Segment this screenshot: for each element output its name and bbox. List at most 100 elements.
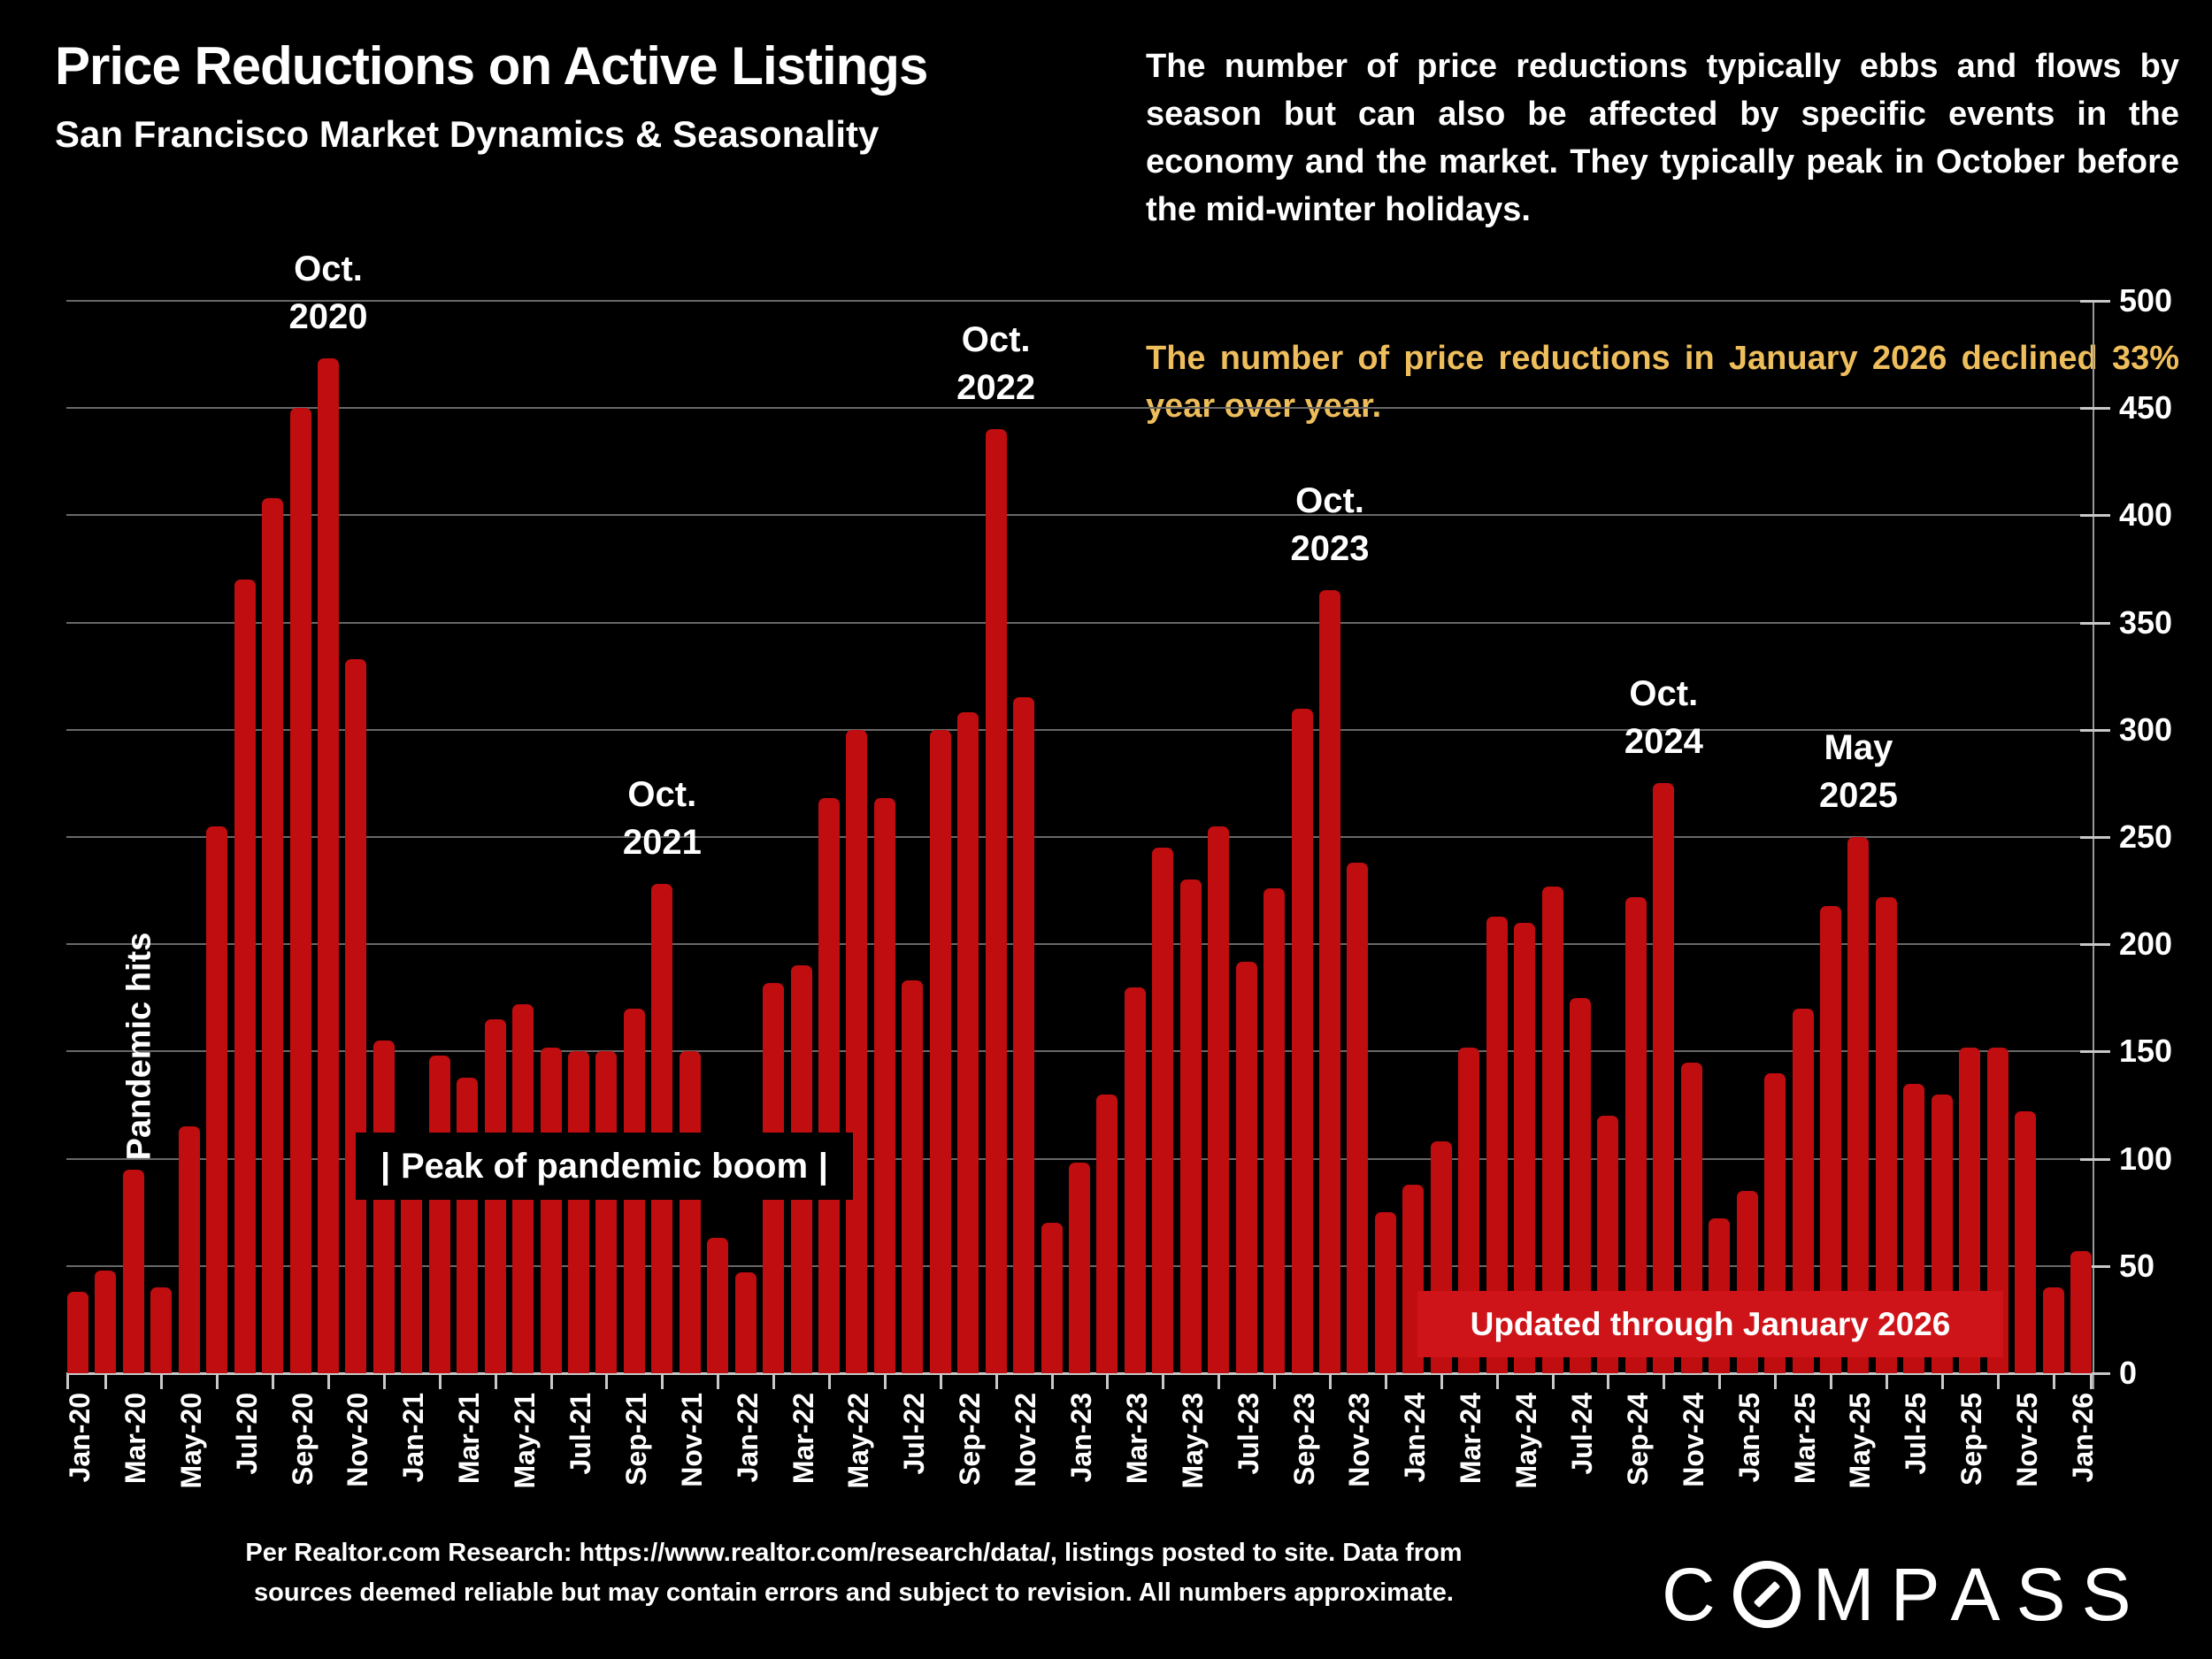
- bar-Nov-22: [1013, 697, 1035, 1373]
- x-tick-Aug-20: [272, 1373, 275, 1389]
- bar-chart: [66, 300, 2110, 1390]
- gridline-350: [66, 621, 2093, 624]
- x-axis-label-Jul-23: Jul-23: [1232, 1393, 1264, 1475]
- x-tick-Jun-20: [216, 1373, 219, 1389]
- page-title: Price Reductions on Active Listings: [55, 36, 928, 96]
- x-axis-label-Sep-24: Sep-24: [1621, 1393, 1654, 1486]
- bar-Jan-23: [1069, 1163, 1090, 1373]
- bar-Nov-20: [345, 658, 367, 1373]
- bar-Jun-20: [206, 826, 228, 1373]
- bar-Jan-26: [2070, 1250, 2092, 1373]
- x-tick-Oct-24: [1663, 1373, 1666, 1389]
- bar-Dec-25: [2042, 1287, 2064, 1373]
- y-axis-label-450: 450: [2119, 389, 2173, 426]
- y-tick-300: [2080, 728, 2110, 732]
- bar-Sep-23: [1291, 708, 1313, 1373]
- y-axis-label-50: 50: [2119, 1247, 2155, 1284]
- x-tick-end: [2090, 1373, 2093, 1389]
- bar-Jan-20: [67, 1291, 88, 1373]
- y-axis-label-250: 250: [2119, 818, 2173, 855]
- x-axis-label-Nov-20: Nov-20: [342, 1393, 374, 1487]
- gridline-300: [66, 728, 2093, 731]
- y-tick-200: [2080, 943, 2110, 947]
- x-axis-label-Jul-20: Jul-20: [230, 1393, 263, 1475]
- x-tick-Oct-22: [995, 1373, 998, 1389]
- bar-Jan-22: [734, 1272, 757, 1373]
- x-axis-label-May-22: May-22: [842, 1393, 875, 1489]
- x-tick-Dec-25: [2052, 1373, 2055, 1389]
- commentary-paragraph: The number of price reductions typically…: [1146, 48, 2179, 228]
- bar-Jun-21: [540, 1047, 562, 1373]
- bar-Jun-22: [873, 798, 895, 1373]
- bar-Dec-21: [707, 1238, 729, 1373]
- bar-Oct-22: [985, 429, 1007, 1373]
- x-axis-label-Mar-22: Mar-22: [787, 1393, 819, 1485]
- bar-Jul-22: [902, 980, 924, 1373]
- x-axis-label-Jul-22: Jul-22: [898, 1393, 931, 1475]
- y-tick-250: [2080, 836, 2110, 839]
- x-tick-Feb-22: [772, 1373, 776, 1389]
- bar-Jul-21: [568, 1051, 589, 1373]
- bar-Apr-22: [818, 798, 840, 1373]
- x-tick-Oct-21: [661, 1373, 664, 1389]
- bar-Feb-21: [428, 1056, 450, 1373]
- annotation-Oct-2022: Oct. 2022: [956, 320, 1036, 408]
- x-tick-Feb-20: [104, 1373, 108, 1389]
- bar-May-22: [846, 729, 868, 1373]
- callout-text: Peak of pandemic boom: [400, 1146, 809, 1186]
- x-tick-Apr-25: [1830, 1373, 1832, 1389]
- bar-Aug-22: [929, 729, 951, 1373]
- peak-of-pandemic-boom-callout: | Peak of pandemic boom |: [356, 1133, 853, 1200]
- x-tick-Dec-24: [1718, 1373, 1722, 1389]
- y-tick-500: [2080, 300, 2110, 303]
- bar-Sep-20: [289, 408, 311, 1373]
- bar-Aug-21: [595, 1051, 618, 1373]
- gridline-100: [66, 1157, 2093, 1160]
- compass-logo-mpass: MPASS: [1812, 1552, 2147, 1636]
- bar-Feb-20: [95, 1270, 117, 1373]
- callout-left-pipe: |: [380, 1146, 391, 1186]
- x-tick-Dec-20: [382, 1373, 386, 1389]
- x-axis-label-Jul-24: Jul-24: [1566, 1393, 1598, 1475]
- x-axis-label-Nov-25: Nov-25: [2011, 1393, 2044, 1487]
- bar-Oct-23: [1319, 590, 1340, 1373]
- x-axis-label-Sep-23: Sep-23: [1287, 1393, 1320, 1486]
- x-axis-label-Jan-26: Jan-26: [2067, 1393, 2099, 1483]
- y-tick-400: [2080, 514, 2110, 518]
- x-tick-Oct-25: [1996, 1373, 2000, 1389]
- bar-Feb-23: [1096, 1094, 1118, 1373]
- annotation-Oct-2023: Oct. 2023: [1290, 481, 1370, 569]
- x-axis-label-May-21: May-21: [509, 1393, 541, 1489]
- bar-Jul-20: [234, 580, 256, 1373]
- x-axis-label-Sep-22: Sep-22: [954, 1393, 987, 1486]
- callout-right-pipe: |: [818, 1146, 828, 1186]
- x-tick-Jun-24: [1551, 1373, 1555, 1389]
- y-axis-label-500: 500: [2119, 282, 2173, 319]
- x-tick-Jun-23: [1217, 1373, 1221, 1389]
- y-axis-label-0: 0: [2119, 1355, 2138, 1391]
- x-tick-Dec-22: [1050, 1373, 1054, 1389]
- x-axis-label-May-23: May-23: [1176, 1393, 1209, 1489]
- y-axis-label-350: 350: [2119, 603, 2173, 641]
- x-tick-Feb-23: [1106, 1373, 1110, 1389]
- x-tick-Apr-23: [1162, 1373, 1165, 1389]
- bar-Aug-23: [1263, 888, 1286, 1373]
- x-axis-label-May-24: May-24: [1510, 1393, 1543, 1489]
- x-tick-Feb-25: [1774, 1373, 1778, 1389]
- annotation-Oct-2024: Oct. 2024: [1624, 674, 1703, 762]
- gridline-250: [66, 836, 2093, 838]
- bar-Oct-24: [1653, 783, 1675, 1373]
- x-axis-label-Jan-24: Jan-24: [1399, 1393, 1432, 1483]
- x-axis-label-Jan-21: Jan-21: [397, 1393, 430, 1483]
- x-axis-label-Jan-25: Jan-25: [1732, 1393, 1765, 1483]
- x-axis-label-Sep-25: Sep-25: [1955, 1393, 1988, 1486]
- x-tick-Jun-25: [1885, 1373, 1888, 1389]
- y-tick-100: [2080, 1157, 2110, 1161]
- gridline-450: [66, 407, 2093, 410]
- x-tick-Dec-23: [1384, 1373, 1387, 1389]
- x-axis-label-Nov-22: Nov-22: [1010, 1393, 1042, 1487]
- x-axis-label-Sep-21: Sep-21: [619, 1393, 652, 1486]
- x-axis-label-Jan-20: Jan-20: [64, 1393, 96, 1483]
- x-axis-label-Mar-24: Mar-24: [1455, 1393, 1487, 1485]
- x-tick-Oct-23: [1329, 1373, 1332, 1389]
